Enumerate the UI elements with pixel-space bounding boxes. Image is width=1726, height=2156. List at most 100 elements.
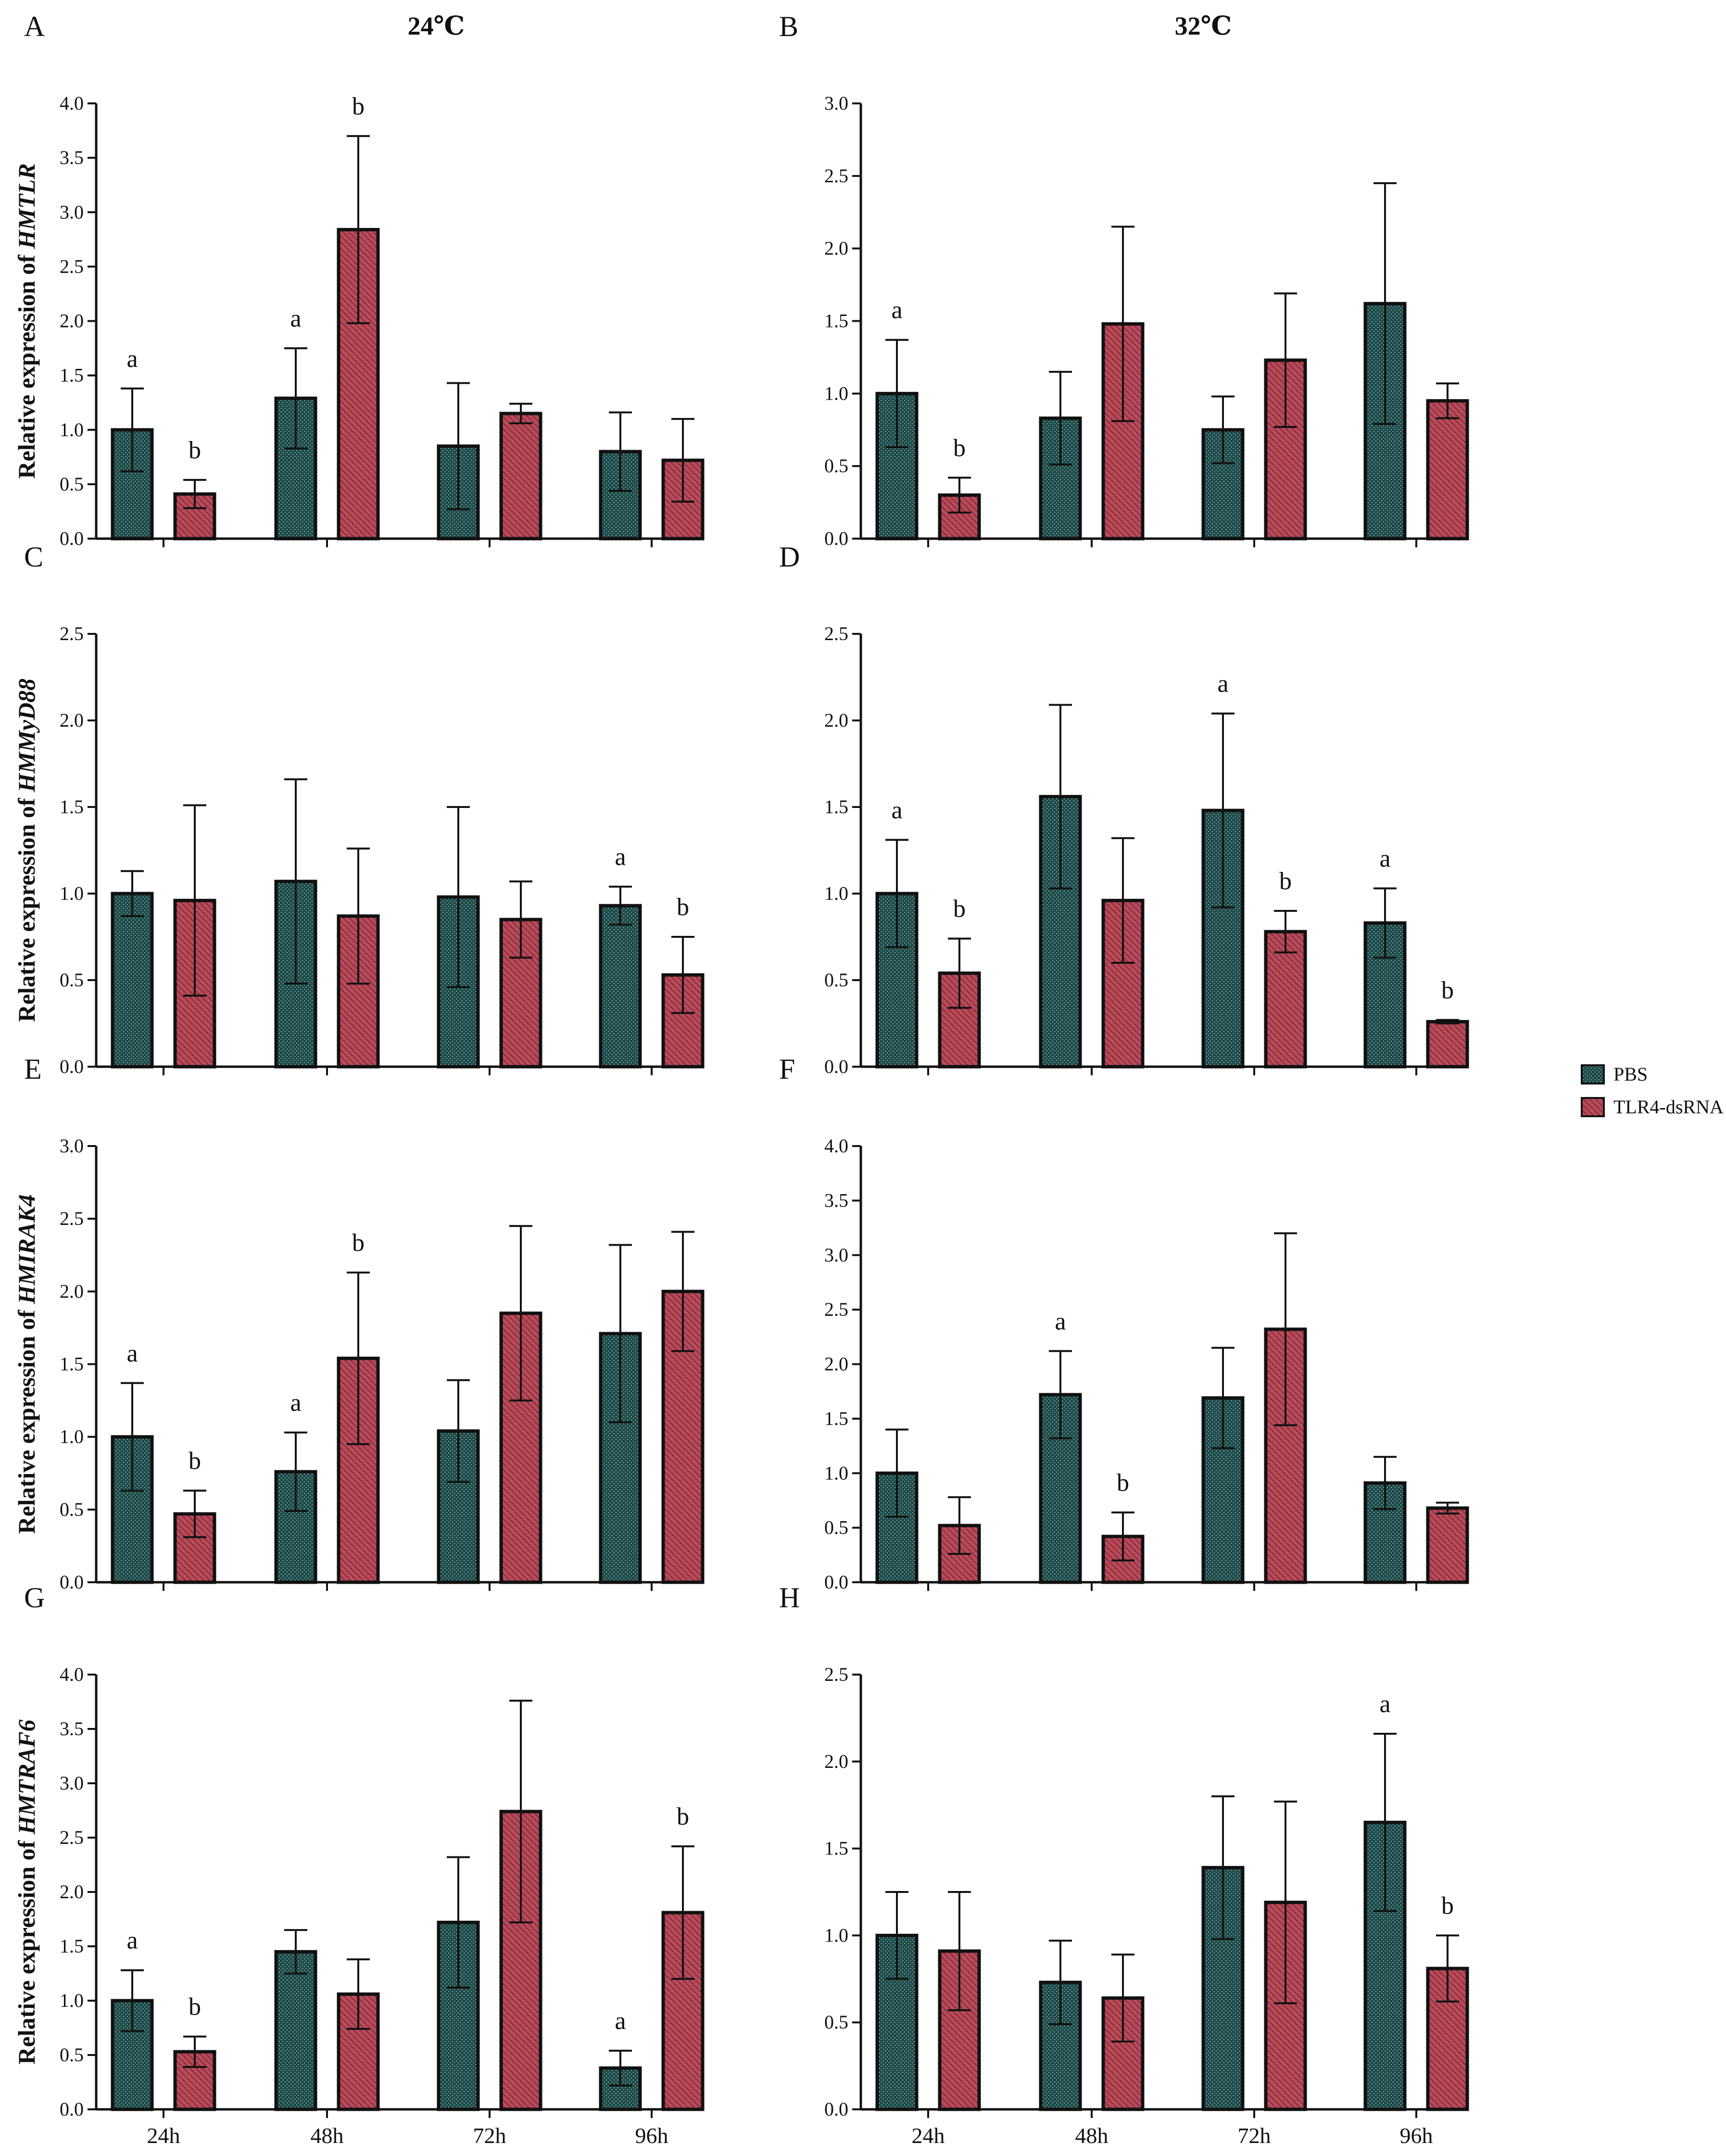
panel-letter: G — [24, 1582, 45, 1614]
significance-letter: a — [1055, 1308, 1066, 1335]
legend-swatch-pbs — [1581, 1064, 1605, 1084]
bar-tlr4 — [1426, 1020, 1469, 1069]
x-tick-label: 72h — [1238, 2123, 1271, 2148]
y-tick-label: 0.5 — [60, 473, 84, 495]
y-tick-label: 3.0 — [824, 1244, 848, 1266]
y-tick-label: 0.5 — [60, 969, 84, 991]
bar-pbs — [599, 904, 642, 1069]
panel-letter: A — [24, 11, 45, 42]
y-axis-label-prefix: Relative expression of — [13, 249, 40, 479]
y-tick-label: 0.0 — [824, 1571, 848, 1593]
significance-letter: b — [352, 93, 365, 120]
y-tick-label: 1.0 — [60, 1426, 84, 1448]
x-tick-label: 48h — [311, 2123, 344, 2148]
bar-tlr4 — [1426, 399, 1469, 541]
y-tick-label: 4.0 — [824, 1135, 848, 1157]
bar-pbs — [1363, 921, 1407, 1069]
y-axis-label: Relative expression of HMIRAK4 — [13, 1194, 40, 1534]
panel-letter: B — [779, 11, 798, 42]
bar-tlr4 — [499, 918, 542, 1069]
y-tick-label: 2.5 — [60, 1827, 84, 1848]
panel-B: B 0.0 0.5 1.0 1.5 2.0 2.5 3.0 a b — [779, 11, 1469, 549]
y-tick-label: 2.5 — [824, 623, 848, 644]
y-tick-label: 2.5 — [60, 623, 84, 644]
significance-letter: a — [891, 297, 902, 324]
y-tick-label: 2.0 — [60, 709, 84, 731]
y-tick-label: 0.5 — [824, 455, 848, 477]
bar-pbs — [1201, 1866, 1245, 2111]
y-axis-label-prefix: Relative expression of — [13, 1834, 40, 2064]
significance-letter: b — [1441, 977, 1454, 1004]
panel-letter: C — [24, 541, 43, 573]
y-tick-label: 3.0 — [824, 92, 848, 114]
panel-C: C 0.0 0.5 1.0 1.5 2.0 2.5 Relative expression o… — [13, 541, 705, 1077]
y-tick-label: 2.0 — [824, 1353, 848, 1375]
y-axis-label-gene: HMTLR — [13, 164, 40, 250]
panel-E: E 0.0 0.5 1.0 1.5 2.0 2.5 3.0 Relative expressio… — [13, 1053, 705, 1593]
y-tick-label: 0.0 — [824, 2098, 848, 2120]
y-tick-label: 1.5 — [824, 1408, 848, 1429]
panel-D: D 0.0 0.5 1.0 1.5 2.0 2.5 a a a b b b — [779, 541, 1469, 1077]
y-tick-label: 1.0 — [824, 883, 848, 904]
bar-tlr4 — [1264, 930, 1307, 1069]
significance-letter: b — [352, 1229, 365, 1257]
y-tick-label: 1.5 — [824, 310, 848, 332]
y-tick-label: 1.5 — [824, 1838, 848, 1859]
legend-swatch-tlr4 — [1581, 1097, 1605, 1117]
y-axis-label-gene: HMIRAK4 — [13, 1194, 40, 1304]
bar-tlr4 — [938, 971, 981, 1069]
bar-tlr4 — [1426, 1506, 1469, 1584]
y-tick-label: 1.0 — [824, 1462, 848, 1484]
y-tick-label: 2.5 — [824, 1299, 848, 1320]
y-tick-label: 1.5 — [60, 365, 84, 386]
legend: PBS TLR4-dsRNA — [1581, 1063, 1724, 1118]
y-tick-label: 1.5 — [60, 796, 84, 818]
y-tick-label: 0.0 — [824, 1056, 848, 1077]
y-tick-label: 1.0 — [824, 1924, 848, 1946]
y-tick-label: 0.5 — [824, 2011, 848, 2033]
panel-F: F 0.0 0.5 1.0 1.5 2.0 2.5 3.0 3.5 4.0 a b — [779, 1053, 1469, 1593]
x-tick-label: 24h — [147, 2123, 180, 2148]
significance-letter: b — [1441, 1892, 1454, 1919]
significance-letter: a — [290, 1389, 301, 1417]
y-axis-label: Relative expression of HMTLR — [13, 164, 40, 479]
y-tick-label: 1.0 — [824, 382, 848, 404]
y-tick-label: 3.0 — [60, 201, 84, 223]
significance-letter: a — [1379, 845, 1390, 872]
bar-pbs — [111, 892, 154, 1069]
y-axis-label-prefix: Relative expression of — [13, 1304, 40, 1534]
y-tick-label: 3.5 — [60, 147, 84, 168]
significance-letter: b — [189, 1448, 201, 1475]
y-tick-label: 0.5 — [824, 1517, 848, 1538]
y-axis-label-prefix: Relative expression of — [13, 792, 40, 1022]
y-axis-label: Relative expression of HMTRAF6 — [13, 1719, 40, 2064]
significance-letter: a — [891, 796, 902, 824]
x-tick-label: 96h — [635, 2123, 668, 2148]
significance-letter: b — [189, 437, 201, 464]
significance-letter: b — [1117, 1469, 1129, 1497]
y-tick-label: 2.0 — [824, 238, 848, 259]
panel-A: A 0.0 0.5 1.0 1.5 2.0 2.5 3.0 3.5 4.0 Relative exp… — [13, 11, 705, 549]
y-tick-label: 2.0 — [60, 1280, 84, 1302]
panel-letter: D — [779, 541, 800, 573]
y-tick-label: 1.0 — [60, 1990, 84, 2011]
y-tick-label: 0.5 — [60, 1499, 84, 1520]
legend-label-tlr4: TLR4-dsRNA — [1613, 1096, 1724, 1118]
significance-letter: a — [126, 1340, 138, 1367]
y-tick-label: 3.5 — [824, 1189, 848, 1211]
significance-letter: a — [615, 2007, 626, 2035]
panel-letter: F — [779, 1053, 795, 1085]
significance-letter: b — [1279, 868, 1292, 895]
y-tick-label: 3.0 — [60, 1772, 84, 1794]
significance-letter: a — [290, 305, 301, 332]
y-tick-label: 2.0 — [824, 709, 848, 731]
y-axis-label-gene: HMTRAF6 — [13, 1719, 40, 1835]
bar-pbs — [274, 1950, 317, 2111]
x-tick-label: 72h — [473, 2123, 506, 2148]
y-tick-label: 1.0 — [60, 419, 84, 441]
y-tick-label: 4.0 — [60, 92, 84, 114]
header-32c: 32℃ — [1175, 12, 1232, 40]
y-tick-label: 0.0 — [60, 1571, 84, 1593]
y-tick-label: 1.0 — [60, 883, 84, 904]
y-tick-label: 2.0 — [824, 1751, 848, 1772]
